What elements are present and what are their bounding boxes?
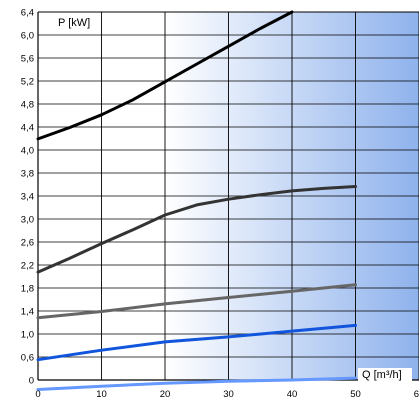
y-tick-label: 5,6 (21, 54, 34, 65)
series-group (36, 10, 357, 391)
x-tick-label: 20 (160, 389, 171, 400)
series-line-4 (36, 323, 357, 362)
x-tick-label: 40 (287, 389, 298, 400)
x-tick-label: 50 (350, 389, 361, 400)
y-tick-label: 3,8 (21, 169, 34, 180)
x-tick-label: 0 (35, 389, 40, 400)
y-tick-label: 1,4 (21, 307, 34, 318)
y-tick-label: 3,4 (21, 192, 34, 203)
y-tick-label: 4,8 (21, 100, 34, 111)
y-tick-label: 4,0 (21, 146, 34, 157)
y-tick-label: 6,0 (21, 31, 34, 42)
series-line-2 (36, 185, 357, 274)
y-tick-label: 1,8 (21, 284, 34, 295)
x-tick-label: 60 (414, 389, 419, 400)
y-tick-label: 3,0 (21, 215, 34, 226)
y-tick-label: 5,2 (21, 77, 34, 88)
series-line-1 (36, 10, 294, 141)
grid (37, 11, 419, 381)
y-axis-label-bg (54, 16, 98, 30)
x-tick-label: 30 (223, 389, 234, 400)
x-tick-label: 10 (96, 389, 107, 400)
series-line-5 (36, 376, 357, 391)
y-tick-label: 0,6 (21, 353, 34, 364)
tick-labels: 0 0,6 1,0 1,4 1,8 2,2 2,6 3,0 3,4 3,8 4,0 4,4 4,8 5,2… (21, 8, 419, 401)
y-tick-label: 2,6 (21, 238, 34, 249)
y-tick-label: 2,2 (21, 261, 34, 272)
x-axis-label-bg (358, 368, 412, 382)
y-tick-label: 6,4 (21, 8, 34, 19)
y-tick-label: 4,4 (21, 123, 34, 134)
y-axis-label: P [kW] (58, 17, 90, 29)
y-tick-label: 0 (29, 376, 34, 387)
x-axis-label: Q [m³/h] (362, 369, 402, 381)
series-line-3 (36, 283, 357, 320)
y-tick-label: 1,0 (21, 330, 34, 341)
